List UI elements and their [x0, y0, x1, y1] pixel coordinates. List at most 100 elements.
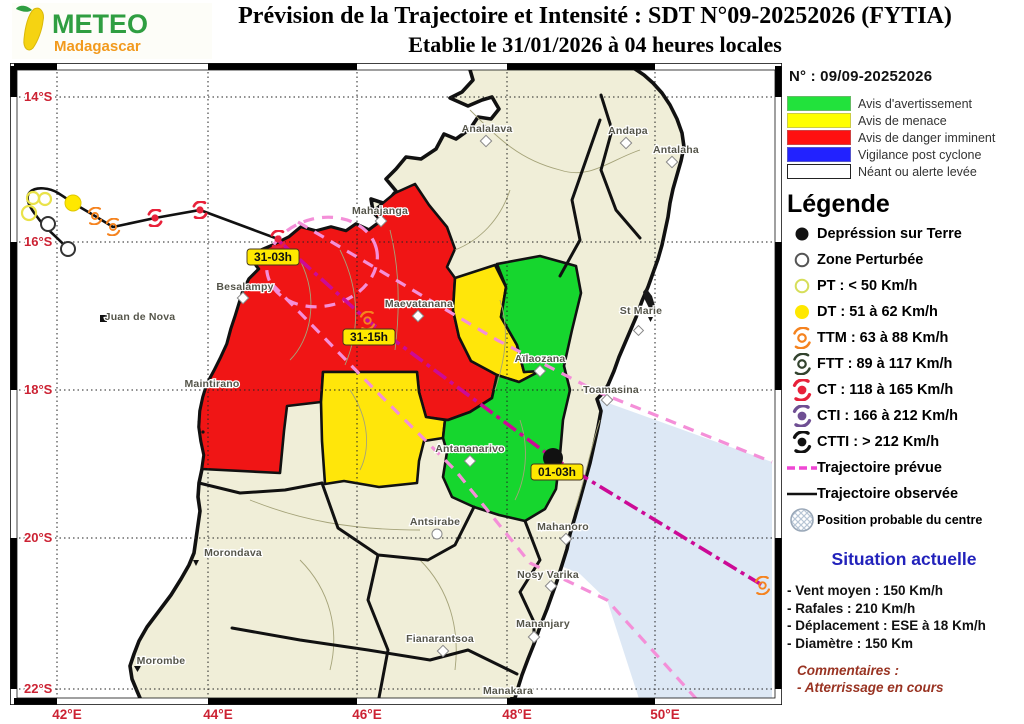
meteo-madagascar-logo: METEO Madagascar	[12, 3, 212, 59]
diamond-marker-icon	[411, 309, 425, 323]
alert-row-post-cyclone: Vigilance post cyclone	[787, 146, 1021, 163]
ftt-cyclone-icon	[787, 353, 817, 375]
lon-label-48e: 48°E	[502, 707, 532, 722]
legend-item-pt: PT : < 50 Km/h	[787, 273, 1021, 299]
commentaires-item: - Atterrissage en cours	[797, 680, 944, 695]
lon-label-46e: 46°E	[352, 707, 382, 722]
diamond-marker-icon	[463, 454, 477, 468]
svg-text:Maevatanana: Maevatanana	[385, 298, 453, 310]
logo-graphic: METEO Madagascar	[16, 5, 148, 55]
diamond-marker-icon	[236, 291, 250, 305]
situation-deplacement: - Déplacement : ESE à 18 Km/h	[787, 618, 986, 633]
bulletin-number: N° : 09/09-20252026	[789, 68, 933, 85]
legend-item-position-probable: Position probable du centre	[787, 507, 1021, 533]
city-manakara: Manakara	[482, 684, 534, 703]
latitude-labels: 14°S 16°S 18°S 20°S 22°S	[23, 88, 55, 698]
zone-perturbee-icon	[40, 216, 56, 232]
diamond-marker-icon	[600, 393, 614, 407]
diamond-marker-icon	[374, 214, 388, 228]
blue-swatch-icon	[787, 147, 851, 162]
legend-item-ttm: TTM : 63 à 88 Km/h	[787, 325, 1021, 351]
lon-label-42e: 42°E	[52, 707, 82, 722]
cyclone-forecast-map: 31-03h 31-15h 01-03h Analalava Andapa An…	[10, 63, 782, 705]
diamond-marker-icon	[479, 134, 493, 148]
diamond-marker-icon	[559, 532, 573, 546]
forecast-track-symbols	[359, 311, 771, 595]
situation-vent-moyen: - Vent moyen : 150 Km/h	[787, 583, 944, 598]
legend-item-cti: CTI : 166 à 212 Km/h	[787, 403, 1021, 429]
svg-text:01-03h: 01-03h	[538, 465, 576, 479]
svg-text:22°S: 22°S	[24, 681, 53, 696]
situation-actuelle: Situation actuelle - Vent moyen : 150 Km…	[787, 549, 1021, 696]
uncertainty-cone-sea	[561, 399, 772, 702]
cities: Analalava Andapa Antalaha Mahajanga St M…	[103, 122, 700, 703]
diamond-marker-icon	[533, 364, 547, 378]
legend-item-ftt: FTT : 89 à 117 Km/h	[787, 351, 1021, 377]
legend-list: Depréssion sur Terre Zone Perturbée PT :…	[787, 221, 1021, 533]
legend-item-ct: CT : 118 à 165 Km/h	[787, 377, 1021, 403]
pt-circle-icon	[787, 277, 817, 295]
svg-text:14°S: 14°S	[24, 89, 53, 104]
alert-zone-yellow-west	[319, 370, 447, 489]
svg-text:Juan de Nova: Juan de Nova	[105, 311, 176, 323]
svg-text:Morombe: Morombe	[137, 655, 186, 667]
depression-terre-icon	[787, 225, 817, 243]
solid-line-icon	[787, 489, 817, 499]
forecast-cone	[265, 215, 773, 705]
city-nosy-varika: Nosy Varika	[516, 568, 580, 593]
svg-text:Mananjary: Mananjary	[516, 618, 570, 630]
svg-text:Morondava: Morondava	[204, 547, 262, 559]
svg-text:20°S: 20°S	[24, 530, 53, 545]
lon-label-44e: 44°E	[203, 707, 233, 722]
ct-cyclone-icon	[787, 379, 817, 401]
situation-title: Situation actuelle	[831, 549, 977, 569]
yellow-swatch-icon	[787, 113, 851, 128]
svg-text:Aïlaozana: Aïlaozana	[515, 353, 566, 365]
city-mahanoro: Mahanoro	[536, 520, 590, 546]
svg-text:Toamasina: Toamasina	[583, 384, 639, 396]
diamond-marker-icon	[619, 136, 633, 150]
city-ailaozana: Aïlaozana	[513, 352, 566, 378]
observed-track-symbols	[20, 190, 286, 257]
st-marie-island	[643, 288, 655, 310]
madagascar-island-icon	[23, 7, 44, 51]
diamond-marker-icon	[665, 155, 679, 169]
forecast-track-line	[276, 238, 763, 587]
dashed-line-icon	[787, 463, 817, 473]
svg-text:31-15h: 31-15h	[350, 330, 388, 344]
city-andapa: Andapa	[607, 124, 649, 150]
zone-perturbee-icon	[787, 251, 817, 269]
diamond-marker-icon	[544, 579, 558, 593]
svg-text:Fianarantsoa: Fianarantsoa	[406, 633, 474, 645]
dt-icon	[64, 194, 82, 212]
situation-rafales: - Rafales : 210 Km/h	[787, 600, 916, 616]
pt-icon	[20, 204, 38, 222]
situation-diametre: - Diamètre : 150 Km	[787, 635, 914, 651]
label-01-03h: 01-03h	[530, 463, 584, 481]
depression-terre-icon	[543, 448, 563, 468]
juan-de-nova-island	[100, 315, 107, 322]
city-besalampy: Besalampy	[215, 280, 275, 305]
page-title: Prévision de la Trajectoire et Intensité…	[180, 1, 1010, 59]
legend-item-zone-perturbee: Zone Perturbée	[787, 247, 1021, 273]
svg-text:Andapa: Andapa	[608, 125, 648, 137]
hatched-circle-icon	[787, 507, 817, 533]
alert-level-legend: Avis d'avertissement Avis de menace Avis…	[787, 95, 1021, 180]
commentaires: Commentaires : - Atterrissage en cours	[797, 662, 1021, 696]
city-analalava: Analalava	[460, 122, 513, 148]
svg-text:Besalampy: Besalampy	[216, 281, 273, 293]
zone-perturbee-icon	[60, 241, 76, 257]
diamond-marker-icon	[527, 630, 541, 644]
red-swatch-icon	[787, 130, 851, 145]
label-31-15h: 31-15h	[342, 328, 396, 346]
pt-icon	[37, 191, 53, 207]
svg-text:31-03h: 31-03h	[254, 250, 292, 264]
city-mananjary: Mananjary	[515, 617, 571, 644]
offshore-islet	[201, 430, 205, 434]
svg-text:Mahanoro: Mahanoro	[537, 521, 589, 533]
svg-text:Antalaha: Antalaha	[653, 144, 699, 156]
city-juan-de-nova: Juan de Nova	[103, 310, 176, 324]
track-time-labels: 31-03h 31-15h 01-03h	[246, 248, 584, 481]
city-toamasina: Toamasina	[582, 383, 640, 407]
legend-item-dt: DT : 51 à 62 Km/h	[787, 299, 1021, 325]
